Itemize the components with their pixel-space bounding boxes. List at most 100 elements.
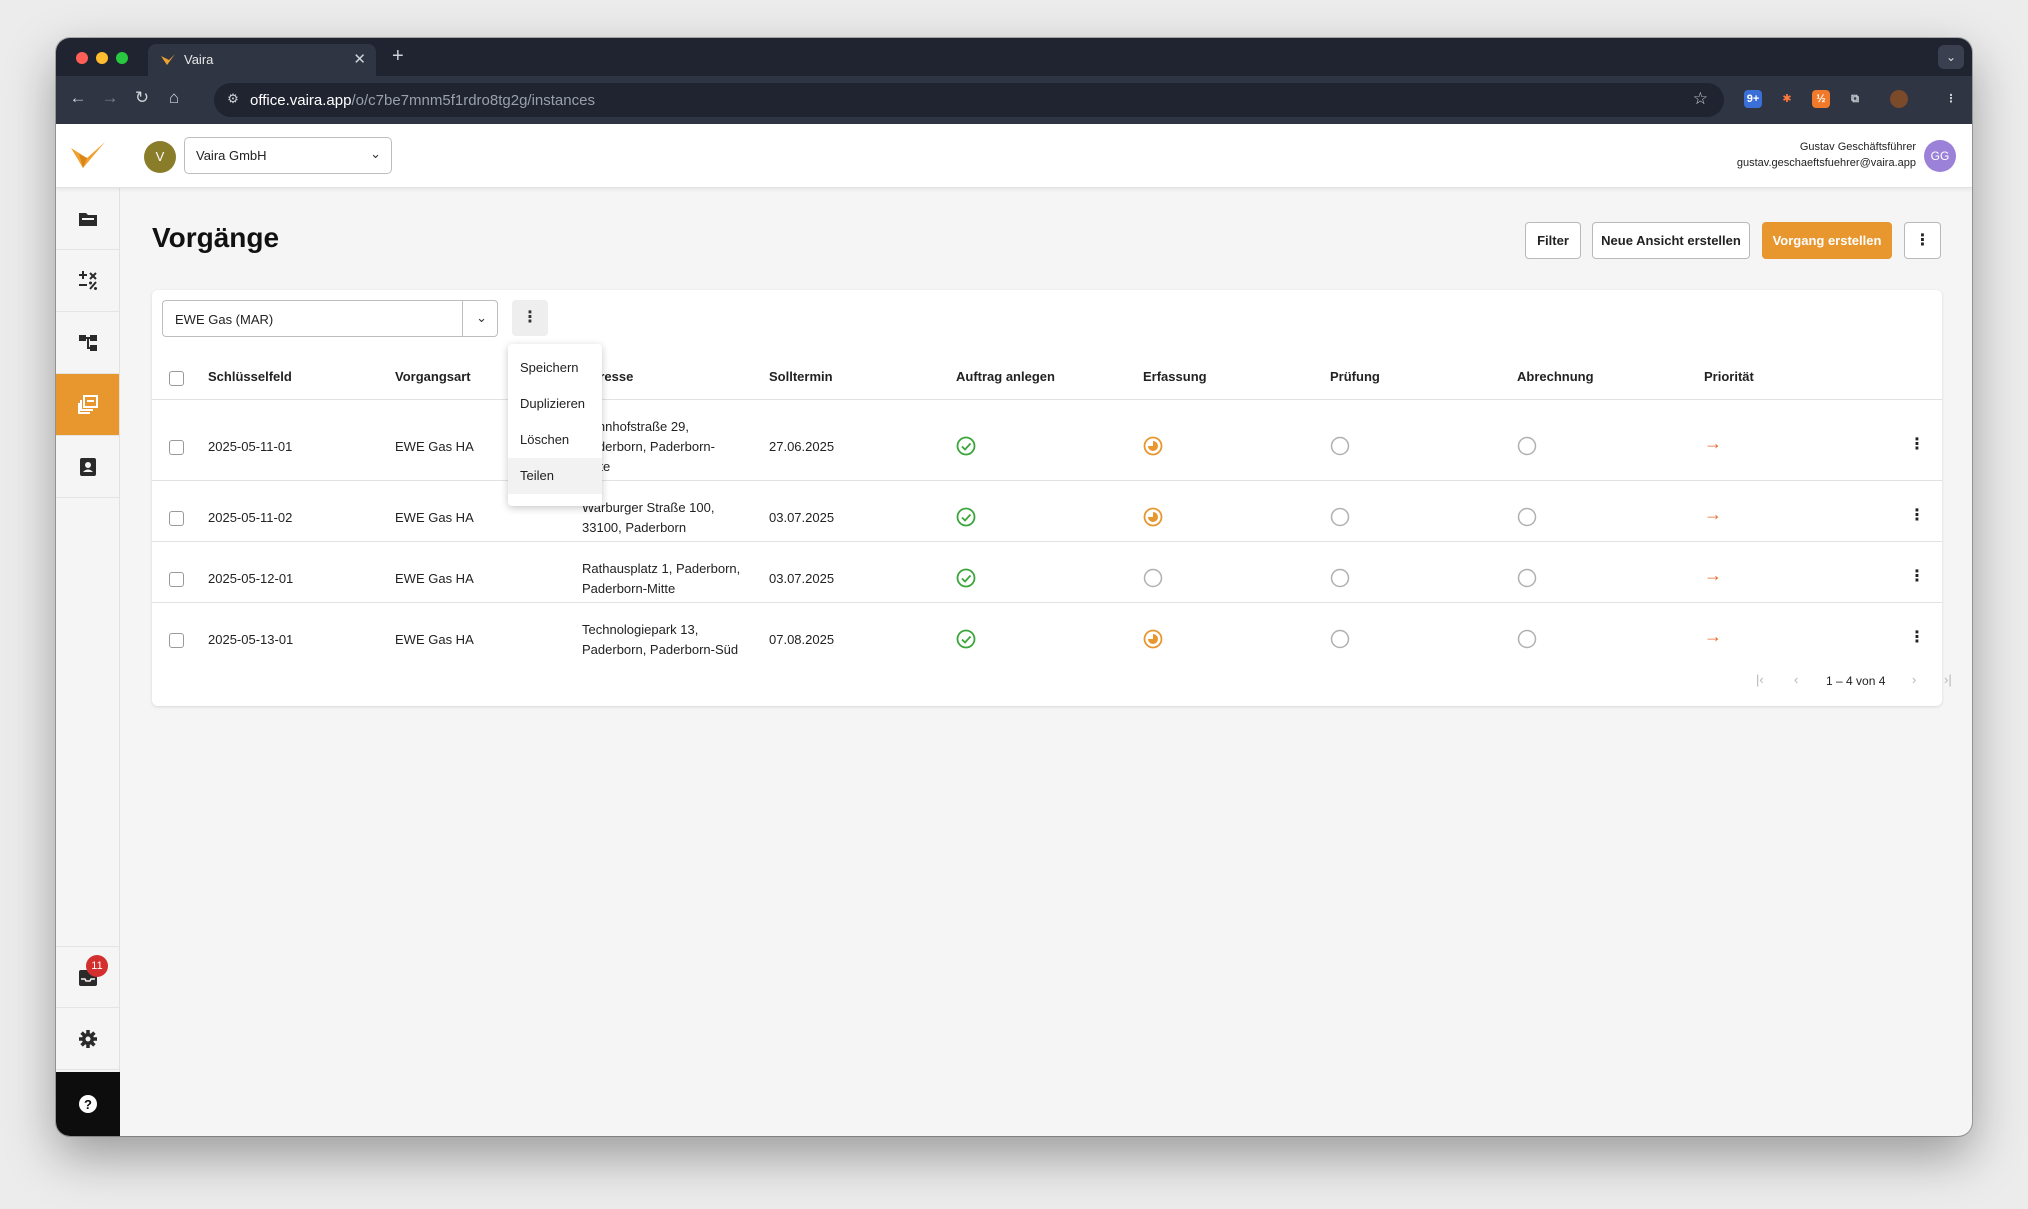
- row-type: EWE Gas HA: [395, 632, 474, 647]
- row-checkbox[interactable]: [169, 511, 184, 526]
- create-instance-button[interactable]: Vorgang erstellen: [1762, 222, 1892, 259]
- extension-icon[interactable]: 9+: [1744, 90, 1762, 108]
- menu-item-save[interactable]: Speichern: [520, 360, 579, 375]
- column-header[interactable]: Erfassung: [1143, 369, 1207, 384]
- back-arrow-icon[interactable]: ←: [69, 88, 87, 107]
- tab-search-icon[interactable]: ⌄: [1938, 45, 1964, 69]
- sidebar-item-calculation[interactable]: [56, 250, 119, 312]
- progress-circle-icon: [1143, 629, 1163, 649]
- forward-arrow-icon[interactable]: →: [101, 88, 119, 107]
- sidebar-item-inbox[interactable]: 11: [56, 946, 119, 1008]
- browser-window: Vaira ✕ + ⌄ ← → ↻ ⌂ ⚙ office.vaira.app/o…: [56, 38, 1972, 1136]
- row-checkbox[interactable]: [169, 440, 184, 455]
- column-header[interactable]: Auftrag anlegen: [956, 369, 1055, 384]
- empty-circle-icon: [1330, 568, 1350, 588]
- check-circle-icon: [956, 507, 976, 527]
- menu-item-duplicate[interactable]: Duplizieren: [520, 396, 586, 411]
- previous-page-icon[interactable]: ‹: [1794, 672, 1799, 687]
- divider: [152, 541, 1942, 542]
- minimize-window-button[interactable]: [96, 52, 108, 64]
- column-header[interactable]: Schlüsselfeld: [208, 369, 292, 384]
- first-page-icon[interactable]: |‹: [1756, 672, 1764, 687]
- row-more-icon[interactable]: ⋮: [1909, 568, 1925, 585]
- sidebar-item-structure[interactable]: [56, 312, 119, 374]
- row-checkbox[interactable]: [169, 633, 184, 648]
- browser-tab[interactable]: Vaira ✕: [148, 44, 376, 76]
- vaira-favicon-icon: [161, 54, 175, 65]
- empty-circle-icon: [1330, 629, 1350, 649]
- extensions-puzzle-icon[interactable]: ⧉: [1851, 93, 1859, 105]
- view-select[interactable]: EWE Gas (MAR) ⌄: [162, 300, 498, 337]
- row-date: 07.08.2025: [769, 632, 835, 647]
- site-settings-icon[interactable]: ⚙: [227, 91, 239, 106]
- menu-item-share[interactable]: Teilen: [508, 458, 602, 494]
- column-header[interactable]: Priorität: [1704, 369, 1754, 384]
- sidebar-item-settings[interactable]: [56, 1008, 119, 1070]
- new-view-button[interactable]: Neue Ansicht erstellen: [1592, 222, 1750, 259]
- user-avatar[interactable]: GG: [1924, 140, 1956, 172]
- address-line: 33100, Paderborn: [582, 520, 687, 535]
- tab-close-icon[interactable]: ✕: [353, 51, 366, 68]
- view-options-menu: Speichern Duplizieren Löschen Teilen: [508, 344, 602, 506]
- view-options-button[interactable]: ⋮: [512, 300, 548, 336]
- empty-circle-icon: [1143, 568, 1163, 588]
- url-host: office.vaira.app: [250, 92, 352, 109]
- close-window-button[interactable]: [76, 52, 88, 64]
- row-checkbox[interactable]: [169, 572, 184, 587]
- row-address: Technologiepark 13, Paderborn, Paderborn-…: [582, 620, 738, 660]
- bookmark-star-icon[interactable]: ☆: [1692, 89, 1708, 108]
- hubspot-extension-icon[interactable]: ✱: [1782, 93, 1792, 105]
- sidebar-item-contacts[interactable]: [56, 436, 119, 498]
- tab-title: Vaira: [184, 52, 214, 67]
- address-bar[interactable]: ⚙ office.vaira.app/o/c7be7mnm5f1rdro8tg2…: [214, 83, 1724, 117]
- menu-item-delete[interactable]: Löschen: [520, 432, 570, 447]
- row-more-icon[interactable]: ⋮: [1909, 629, 1925, 646]
- row-type: EWE Gas HA: [395, 571, 474, 586]
- priority-arrow-icon: →: [1704, 433, 1722, 453]
- address-line: Paderborn, Paderborn-Süd: [582, 642, 739, 657]
- select-all-checkbox[interactable]: [169, 371, 184, 386]
- column-header[interactable]: Abrechnung: [1517, 369, 1594, 384]
- contact-card-icon: [80, 458, 96, 476]
- row-address: Rathausplatz 1, Paderborn, Paderborn-Mitt…: [582, 559, 740, 599]
- sidebar-item-help[interactable]: ?: [56, 1072, 120, 1136]
- column-header[interactable]: Prüfung: [1330, 369, 1380, 384]
- row-date: 03.07.2025: [769, 510, 835, 525]
- divider: [152, 399, 1942, 400]
- progress-circle-icon: [1143, 436, 1163, 456]
- check-circle-icon: [956, 436, 976, 456]
- org-avatar: V: [144, 141, 176, 173]
- column-header[interactable]: Vorgangsart: [395, 369, 471, 384]
- more-vertical-icon: ⋮: [522, 309, 538, 326]
- row-more-icon[interactable]: ⋮: [1909, 436, 1925, 453]
- reload-icon[interactable]: ↻: [134, 88, 150, 107]
- row-type: EWE Gas HA: [395, 510, 474, 525]
- maximize-window-button[interactable]: [116, 52, 128, 64]
- last-page-icon[interactable]: ›|: [1944, 672, 1952, 687]
- pagination-label: 1 – 4 von 4: [1826, 674, 1886, 688]
- address-line: Rathausplatz 1, Paderborn,: [582, 561, 741, 576]
- browser-menu-icon[interactable]: ⋮: [1945, 93, 1957, 105]
- sidebar-item-instances[interactable]: [56, 374, 119, 436]
- profile-avatar[interactable]: [1890, 90, 1908, 108]
- org-select[interactable]: Vaira GmbH ⌄: [184, 137, 392, 174]
- home-icon[interactable]: ⌂: [168, 88, 180, 107]
- hierarchy-icon: [79, 335, 97, 351]
- row-address: Bahnhofstraße 29,Paderborn, Paderborn-Mi…: [582, 417, 715, 477]
- page-more-button[interactable]: ⋮: [1904, 222, 1941, 259]
- filter-button[interactable]: Filter: [1525, 222, 1581, 259]
- sidebar-item-documents[interactable]: [56, 188, 119, 250]
- empty-circle-icon: [1517, 436, 1537, 456]
- address-line: Paderborn, Paderborn-: [582, 439, 715, 454]
- app-header: V Vaira GmbH ⌄ Gustav Geschäftsführer gu…: [56, 124, 1972, 188]
- address-line: Bahnhofstraße 29,: [582, 419, 689, 434]
- vaira-logo[interactable]: [70, 140, 106, 172]
- extension-icon[interactable]: ½: [1812, 90, 1830, 108]
- row-more-icon[interactable]: ⋮: [1909, 507, 1925, 524]
- chevron-down-icon[interactable]: ⌄: [476, 310, 487, 325]
- next-page-icon[interactable]: ›: [1912, 672, 1917, 687]
- sidebar: 11 ?: [56, 188, 120, 1136]
- new-tab-icon[interactable]: +: [392, 45, 404, 67]
- column-header[interactable]: Solltermin: [769, 369, 833, 384]
- progress-circle-icon: [1143, 507, 1163, 527]
